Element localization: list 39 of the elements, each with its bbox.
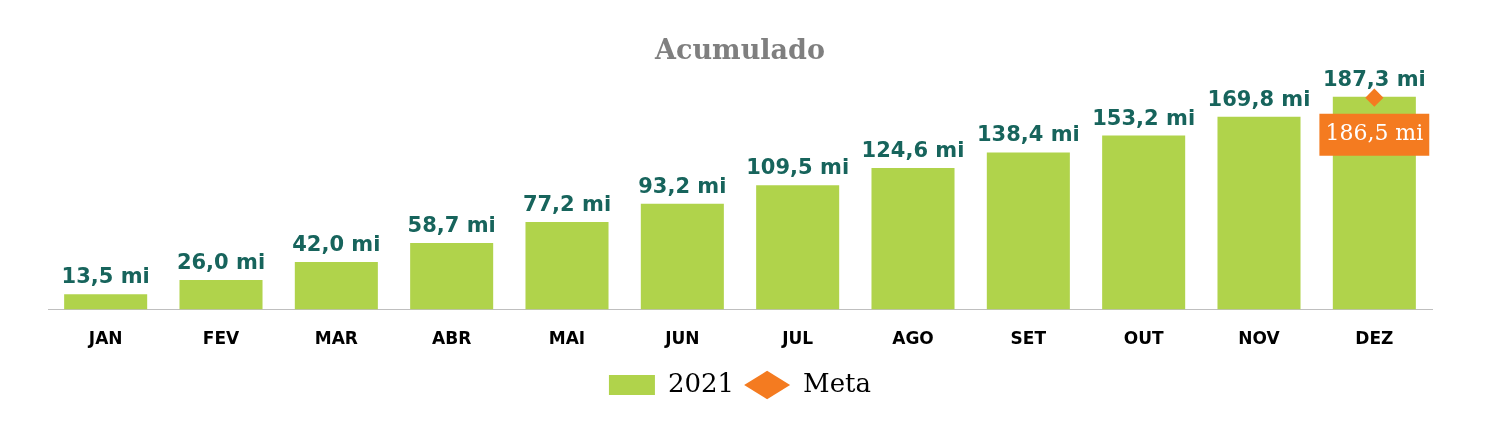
bar — [410, 242, 494, 310]
bar — [64, 294, 148, 310]
x-tick-label: SET — [1010, 328, 1047, 349]
data-label: 109,5 mi — [746, 155, 850, 180]
bar — [1217, 116, 1301, 310]
bar — [294, 261, 378, 310]
x-tick-label: ABR — [432, 328, 472, 349]
data-label: 26,0 mi — [176, 250, 266, 275]
legend-label: Meta — [803, 367, 872, 398]
x-tick-label: DEZ — [1355, 328, 1394, 349]
data-label: 77,2 mi — [522, 191, 612, 216]
data-label: 186,5 mi — [1325, 120, 1424, 146]
x-tick-label: AGO — [892, 328, 934, 349]
x-tick-label: MAI — [548, 328, 586, 349]
bar — [871, 168, 955, 310]
data-label: 153,2 mi — [1092, 105, 1196, 130]
bar — [1102, 135, 1186, 310]
x-tick-label: JUN — [664, 328, 700, 349]
x-tick-label: JUL — [781, 328, 814, 349]
data-label: 187,3 mi — [1322, 66, 1426, 91]
x-tick-label: FEV — [202, 328, 241, 349]
bar — [756, 185, 840, 310]
data-label: 169,8 mi — [1207, 86, 1311, 111]
x-tick-label: NOV — [1238, 328, 1281, 349]
x-tick-label: OUT — [1123, 328, 1164, 349]
data-label: 13,5 mi — [61, 264, 150, 289]
data-label: 58,7 mi — [407, 212, 496, 237]
x-tick-label: JAN — [87, 328, 123, 349]
data-label: 124,6 mi — [861, 138, 965, 163]
bar — [986, 152, 1070, 310]
data-label: 42,0 mi — [292, 231, 381, 256]
bar — [640, 203, 724, 310]
legend-label: 2021 — [667, 367, 735, 398]
chart-title: Acumulado — [654, 34, 825, 66]
bar — [525, 221, 609, 310]
x-tick-label: MAR — [314, 328, 358, 349]
data-label: 93,2 mi — [638, 173, 727, 198]
data-label: 138,4 mi — [976, 122, 1080, 147]
bar — [179, 280, 263, 310]
